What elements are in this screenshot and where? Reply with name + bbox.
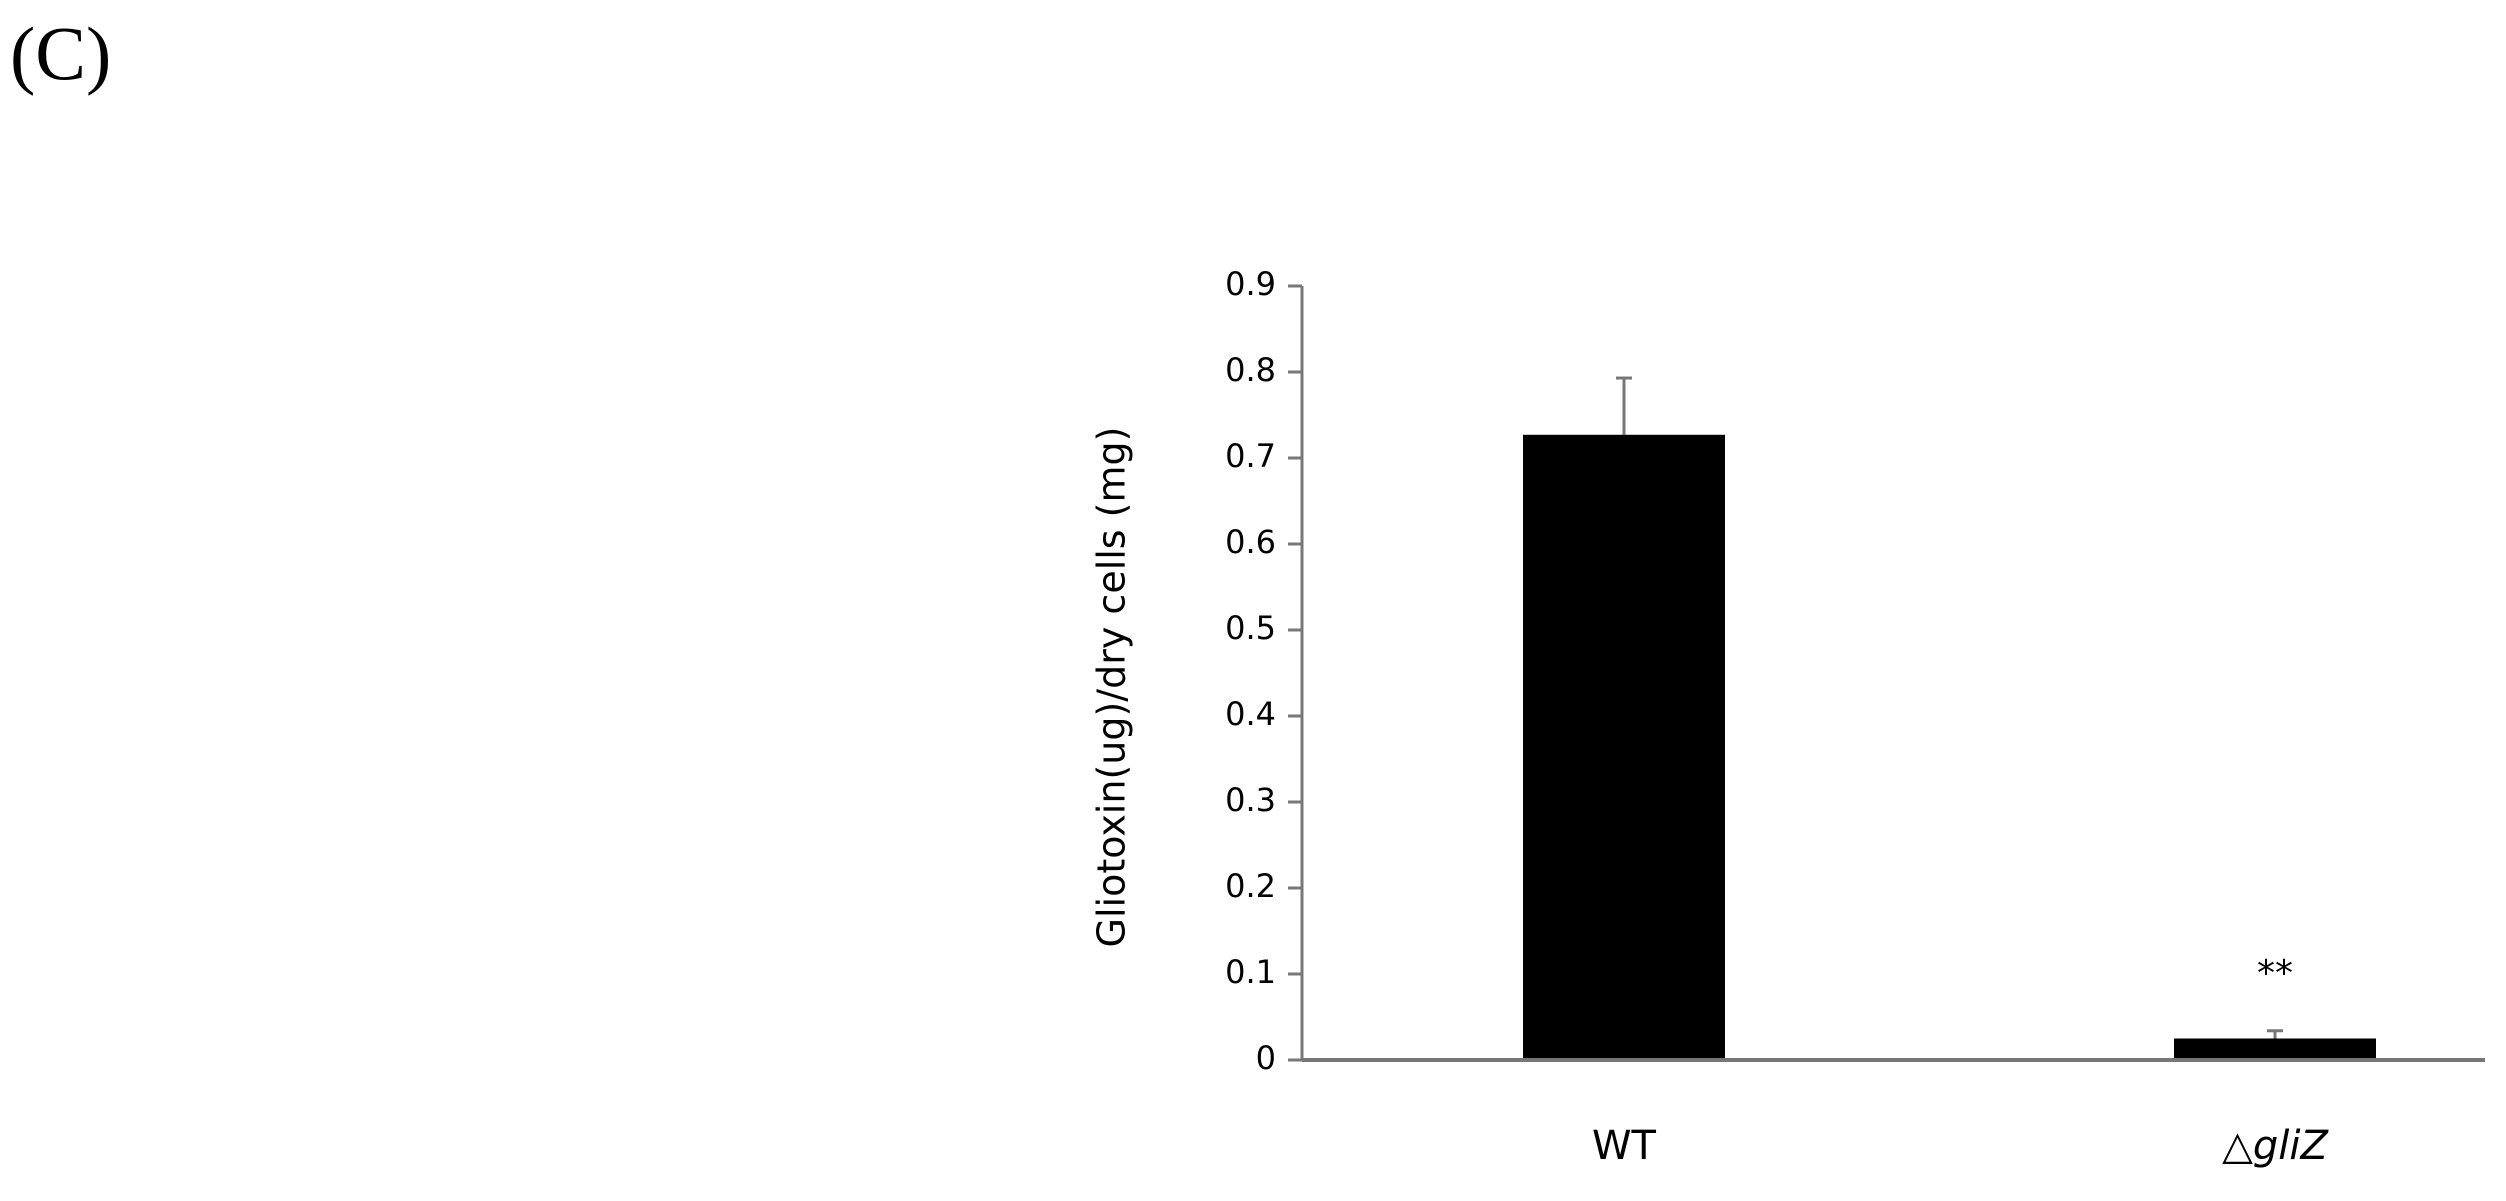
y-tick-label: 0.4 bbox=[1225, 695, 1276, 733]
annotation: ** bbox=[2257, 953, 2293, 994]
y-tick-label: 0.1 bbox=[1225, 953, 1276, 991]
y-tick-label: 0.3 bbox=[1225, 781, 1276, 819]
y-tick-label: 0.6 bbox=[1225, 523, 1276, 561]
y-tick-label: 0.5 bbox=[1225, 609, 1276, 647]
y-axis-label: Gliotoxin(ug)/dry cells (mg) bbox=[1090, 427, 1134, 948]
y-tick-label: 0.2 bbox=[1225, 867, 1276, 905]
x-tick-label: △gliZ bbox=[2222, 1123, 2329, 1169]
y-tick-label: 0 bbox=[1256, 1039, 1276, 1077]
bar bbox=[1523, 434, 1725, 1060]
panel-label: (C) bbox=[10, 12, 111, 96]
y-tick-label: 0.7 bbox=[1225, 437, 1276, 475]
y-tick-label: 0.8 bbox=[1225, 351, 1276, 389]
bar bbox=[2174, 1038, 2376, 1060]
x-tick-label: WT bbox=[1592, 1123, 1657, 1169]
y-tick-label: 0.9 bbox=[1225, 265, 1276, 303]
